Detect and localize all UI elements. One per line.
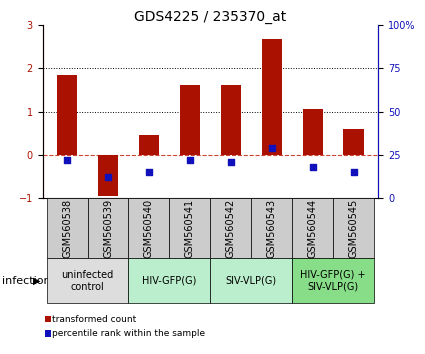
Bar [261, 39, 282, 155]
Bar [303, 109, 323, 155]
Text: GSM560544: GSM560544 [308, 199, 318, 258]
Point [227, 159, 234, 165]
Point [105, 175, 111, 180]
Text: GSM560540: GSM560540 [144, 199, 154, 258]
Title: GDS4225 / 235370_at: GDS4225 / 235370_at [134, 10, 286, 24]
Bar [180, 85, 200, 155]
Point [64, 157, 71, 163]
Text: transformed count: transformed count [52, 315, 136, 324]
Point [350, 170, 357, 175]
Text: GSM560539: GSM560539 [103, 199, 113, 258]
Text: HIV-GFP(G): HIV-GFP(G) [142, 276, 197, 286]
Bar [343, 129, 364, 155]
Point [269, 145, 275, 151]
Text: percentile rank within the sample: percentile rank within the sample [52, 329, 205, 338]
Text: GSM560545: GSM560545 [348, 199, 359, 258]
Text: SIV-VLP(G): SIV-VLP(G) [226, 276, 277, 286]
Text: GSM560543: GSM560543 [267, 199, 277, 258]
Point [309, 164, 316, 170]
Text: GSM560538: GSM560538 [62, 199, 72, 258]
Text: ▶: ▶ [33, 276, 40, 286]
Text: uninfected
control: uninfected control [62, 270, 113, 292]
Bar [98, 155, 118, 196]
Text: HIV-GFP(G) +
SIV-VLP(G): HIV-GFP(G) + SIV-VLP(G) [300, 270, 366, 292]
Text: infection: infection [2, 276, 51, 286]
Bar [57, 75, 77, 155]
Point [187, 157, 193, 163]
Bar [139, 135, 159, 155]
Bar [221, 85, 241, 155]
Text: GSM560542: GSM560542 [226, 199, 236, 258]
Text: GSM560541: GSM560541 [185, 199, 195, 258]
Point [145, 170, 152, 175]
